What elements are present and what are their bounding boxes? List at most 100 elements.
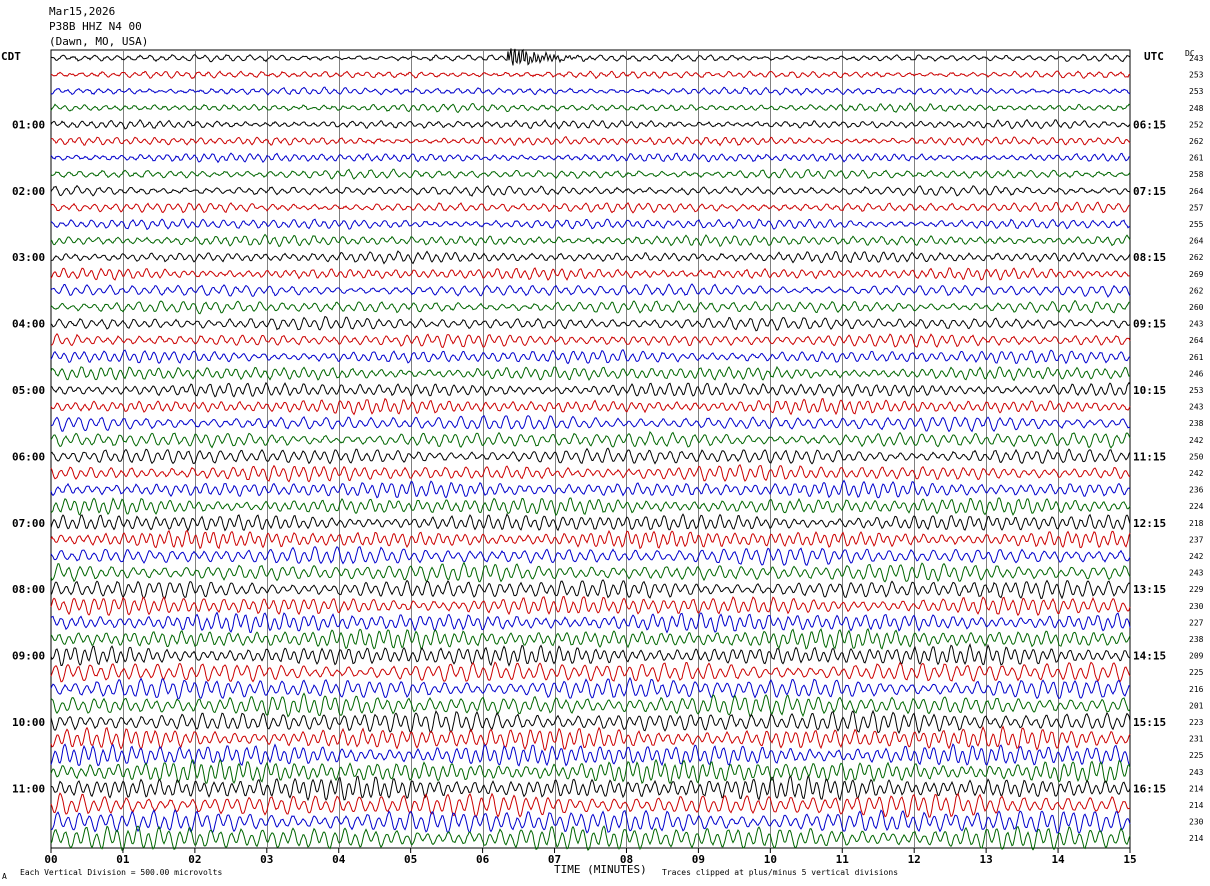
trace-line (50, 692, 1131, 718)
trace-line (50, 546, 1131, 566)
trace-line (50, 628, 1131, 650)
right-time-label: 07:15 (1133, 185, 1166, 198)
dc-offset-label: 243 (1189, 54, 1204, 63)
x-axis-label: TIME (MINUTES) (554, 863, 647, 876)
left-time-label: 11:00 (12, 782, 45, 795)
left-time-label: 08:00 (12, 583, 45, 596)
trace-line (50, 332, 1131, 348)
dc-offset-label: 225 (1189, 751, 1204, 760)
right-time-label: 13:15 (1133, 583, 1166, 596)
dc-offset-label: 262 (1189, 137, 1204, 146)
trace-line (50, 299, 1130, 315)
x-tick-label: 06 (476, 853, 490, 866)
left-axis-label: CDT (1, 50, 21, 63)
trace-line (50, 497, 1131, 517)
dc-offset-label: 201 (1189, 701, 1204, 710)
dc-offset-label: 260 (1189, 303, 1204, 312)
trace-line (50, 758, 1131, 785)
dc-offset-label: 230 (1189, 818, 1204, 827)
dc-offset-label: 262 (1189, 253, 1204, 262)
trace-line (50, 775, 1131, 802)
trace-line (50, 643, 1131, 667)
trace-line (50, 529, 1131, 550)
trace-line (50, 102, 1131, 114)
trace-line (50, 725, 1131, 752)
trace-line (50, 661, 1131, 683)
trace-line (50, 676, 1131, 700)
dc-offset-label: 216 (1189, 685, 1204, 694)
dc-offset-label: 253 (1189, 87, 1204, 96)
trace-line (50, 218, 1131, 231)
trace-line (50, 233, 1131, 248)
right-time-label: 10:15 (1133, 384, 1166, 397)
header-station: P38B HHZ N4 00 (49, 20, 142, 33)
trace-line (50, 136, 1131, 147)
dc-label: DC (1185, 49, 1195, 58)
trace-line (50, 70, 1131, 80)
trace-line (50, 201, 1131, 214)
trace-line (50, 792, 1131, 819)
plot-frame (50, 49, 1131, 849)
trace-line (50, 283, 1131, 298)
dc-offset-label: 242 (1189, 469, 1204, 478)
dc-offset-label: 258 (1189, 170, 1204, 179)
trace-line (50, 381, 1131, 398)
dc-offset-label: 261 (1189, 154, 1204, 163)
dc-offset-label: 229 (1189, 585, 1204, 594)
dc-offset-label: 243 (1189, 320, 1204, 329)
dc-offset-label: 218 (1189, 519, 1204, 528)
trace-line (50, 398, 1131, 416)
dc-offset-label: 223 (1189, 718, 1204, 727)
trace-line (50, 168, 1131, 180)
dc-offset-label: 243 (1189, 569, 1204, 578)
header-date: Mar15,2026 (49, 5, 116, 18)
x-tick-label: 09 (692, 853, 705, 866)
x-tick-label: 13 (980, 853, 993, 866)
dc-offset-label: 209 (1189, 652, 1204, 661)
left-time-label: 06:00 (12, 450, 45, 463)
dc-offset-label: 214 (1189, 801, 1204, 810)
x-tick-label: 12 (908, 853, 921, 866)
right-axis-label: UTC (1144, 50, 1164, 63)
dc-offset-label: 253 (1189, 386, 1204, 395)
trace-line (50, 447, 1131, 465)
left-time-label: 02:00 (12, 185, 45, 198)
x-tick-label: 08 (620, 853, 633, 866)
dc-offset-label: 264 (1189, 187, 1204, 196)
right-time-label: 06:15 (1133, 118, 1166, 131)
dc-offset-label: 236 (1189, 486, 1204, 495)
left-time-label: 01:00 (12, 118, 45, 131)
right-time-label: 11:15 (1133, 450, 1166, 463)
trace-line (50, 595, 1131, 617)
trace-line (50, 579, 1131, 600)
x-tick-label: 02 (188, 853, 201, 866)
trace-line (50, 463, 1131, 483)
trace-line (50, 825, 1131, 852)
trace-line (50, 48, 1131, 66)
dc-offset-label: 243 (1189, 403, 1204, 412)
left-time-label: 09:00 (12, 650, 45, 663)
trace-line (50, 86, 1131, 96)
clip-text: Traces clipped at plus/minus 5 vertical … (662, 868, 899, 877)
dc-offset-label: 255 (1189, 220, 1204, 229)
scale-text: Each Vertical Division = 500.00 microvol… (20, 868, 223, 877)
dc-offset-label: 238 (1189, 419, 1204, 428)
trace-line (50, 365, 1131, 382)
trace-line (50, 743, 1131, 767)
x-tick-label: 03 (260, 853, 273, 866)
dc-offset-label: 264 (1189, 336, 1204, 345)
left-time-label: 05:00 (12, 384, 45, 397)
trace-line (50, 250, 1131, 265)
dc-offset-label: 264 (1189, 237, 1204, 246)
right-time-label: 15:15 (1133, 716, 1166, 729)
trace-line (50, 315, 1131, 332)
right-time-label: 14:15 (1133, 650, 1166, 663)
left-time-label: 03:00 (12, 251, 45, 264)
trace-line (50, 267, 1131, 281)
x-tick-label: 14 (1051, 853, 1065, 866)
x-tick-label: 04 (332, 853, 346, 866)
dc-offset-label: 261 (1189, 353, 1204, 362)
dc-offset-label: 237 (1189, 535, 1204, 544)
right-time-label: 12:15 (1133, 517, 1166, 530)
dc-offset-label: 252 (1189, 120, 1204, 129)
